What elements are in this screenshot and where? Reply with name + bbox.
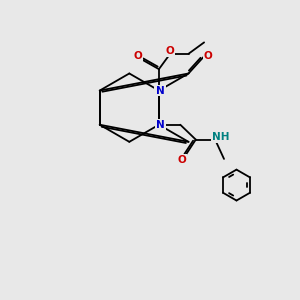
Text: N: N — [156, 120, 165, 130]
Text: N: N — [154, 85, 163, 96]
Text: O: O — [166, 46, 175, 56]
Text: O: O — [177, 155, 186, 165]
Text: N: N — [156, 85, 165, 96]
Text: NH: NH — [212, 132, 229, 142]
Text: O: O — [203, 51, 212, 61]
Text: O: O — [133, 51, 142, 62]
